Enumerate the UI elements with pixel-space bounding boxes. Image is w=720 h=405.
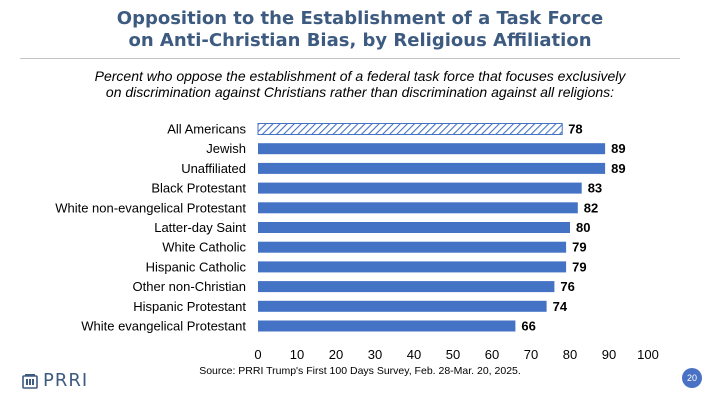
data-label: 76 <box>560 279 574 294</box>
prri-logo-icon <box>22 373 38 389</box>
chart-title-line-2: on Anti-Christian Bias, by Religious Aff… <box>128 30 592 51</box>
page-number-badge: 20 <box>682 368 702 388</box>
chart-title-line-1: Opposition to the Establishment of a Tas… <box>116 8 604 29</box>
x-tick-label: 70 <box>524 347 538 362</box>
category-label: White non-evangelical Protestant <box>55 200 246 215</box>
x-tick-label: 30 <box>368 347 382 362</box>
category-label: White evangelical Protestant <box>81 319 246 334</box>
bar <box>258 281 555 293</box>
bar <box>258 241 567 253</box>
bar <box>258 182 582 194</box>
data-label: 74 <box>553 299 568 314</box>
x-tick-label: 20 <box>329 347 343 362</box>
bar <box>258 320 516 332</box>
bar <box>258 162 606 174</box>
category-label: Latter-day Saint <box>154 220 246 235</box>
category-label: Hispanic Protestant <box>133 299 246 314</box>
category-label: Unaffiliated <box>181 161 246 176</box>
x-tick-label: 10 <box>290 347 304 362</box>
x-tick-label: 100 <box>637 347 659 362</box>
category-label: Black Protestant <box>151 181 246 196</box>
data-label: 66 <box>521 319 535 334</box>
chart-subtitle-line-2: on discrimination against Christians rat… <box>105 84 615 100</box>
category-label: Other non-Christian <box>133 279 246 294</box>
data-label: 80 <box>576 220 590 235</box>
category-label: Hispanic Catholic <box>146 259 247 274</box>
data-label: 89 <box>611 141 625 156</box>
x-tick-label: 40 <box>407 347 421 362</box>
title-divider <box>20 58 680 59</box>
prri-logo-text: PRRI <box>43 370 89 391</box>
data-label: 83 <box>588 181 602 196</box>
data-label: 79 <box>572 240 586 255</box>
bar <box>258 222 570 233</box>
bar <box>258 143 606 155</box>
category-label: All Americans <box>167 122 246 137</box>
data-label: 82 <box>584 200 598 215</box>
bar <box>257 123 563 135</box>
x-tick-label: 50 <box>446 347 460 362</box>
x-axis: 0 10 20 30 40 50 60 70 80 90 100 <box>254 347 658 362</box>
prri-logo: PRRI <box>22 370 88 391</box>
data-label: 79 <box>572 259 586 274</box>
x-tick-label: 0 <box>254 347 261 362</box>
data-label: 89 <box>611 161 625 176</box>
bar <box>258 300 547 312</box>
bar <box>258 261 567 273</box>
bars-layer: All Americans 78 Jewish 89 Unaffiliated 89 Bla… <box>55 122 625 334</box>
x-tick-label: 80 <box>563 347 577 362</box>
source-note: Source: PRRI Trump's First 100 Days Surv… <box>199 365 521 377</box>
x-tick-label: 60 <box>485 347 499 362</box>
data-label: 78 <box>568 122 582 137</box>
chart-subtitle-line-1: Percent who oppose the establishment of … <box>94 68 626 84</box>
bar <box>258 202 578 214</box>
category-label: White Catholic <box>162 240 246 255</box>
x-tick-label: 90 <box>602 347 616 362</box>
category-label: Jewish <box>206 141 246 156</box>
